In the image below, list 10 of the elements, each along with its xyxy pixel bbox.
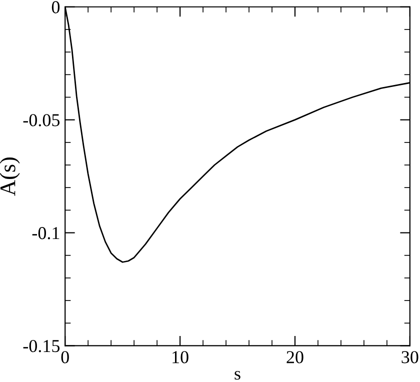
y-tick-label: -0.1 <box>32 227 60 240</box>
x-tick-label: 30 <box>402 351 418 364</box>
x-tick-label: 0 <box>61 351 69 364</box>
y-tick-label: -0.15 <box>23 340 60 352</box>
x-tick-label: 20 <box>286 351 304 364</box>
y-axis-title: A(s) <box>0 158 20 196</box>
x-tick-label: 10 <box>172 351 188 364</box>
y-tick-label: -0.05 <box>23 114 60 126</box>
y-tick-label: 0 <box>52 1 60 14</box>
x-axis-title: s <box>234 370 240 380</box>
